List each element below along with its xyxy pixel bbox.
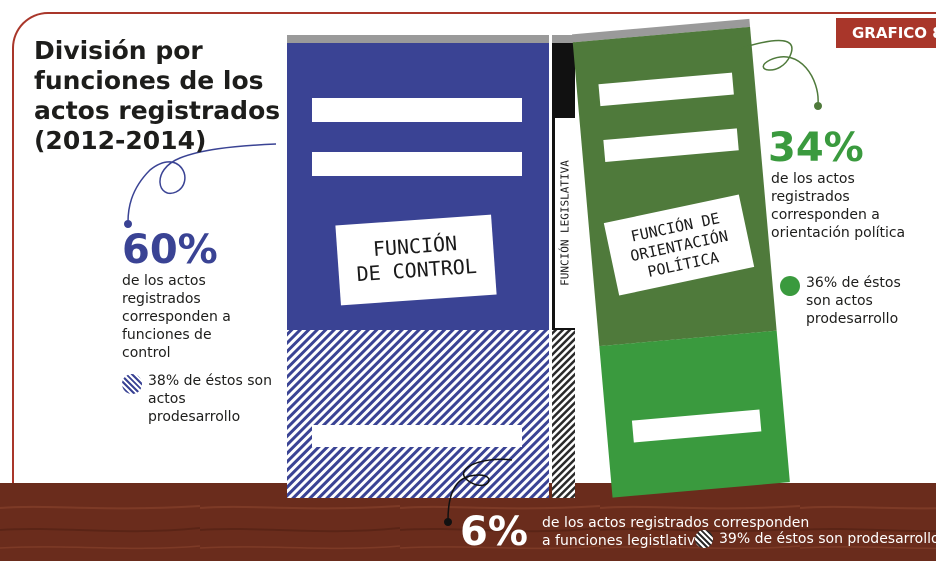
- connector-control: [127, 143, 277, 223]
- legislative-legend-text: 39% de éstos son prodesarrollo: [719, 531, 936, 547]
- green-dot-swatch-icon: [780, 276, 800, 296]
- book-orientation-green: [599, 330, 790, 498]
- connector-legislative: [447, 458, 513, 521]
- connector-dot: [124, 220, 132, 228]
- book-orientation-top: [572, 18, 751, 43]
- book-orientation-stripe: [631, 409, 762, 443]
- connector-orientation: [729, 39, 819, 105]
- connector-dot: [444, 518, 452, 526]
- book-legislative-label: FUNCIÓN LEGISLATIVA: [555, 118, 575, 328]
- book-control-stripe: [312, 425, 522, 447]
- hatch-dark-swatch-icon: [695, 530, 713, 548]
- page-title: División por funciones de los actos regi…: [34, 36, 281, 155]
- legislative-percent: 6%: [460, 509, 528, 555]
- book-control-stripe: [312, 98, 522, 122]
- orientation-legend: 36% de éstos son actos prodesarrollo: [780, 274, 910, 328]
- chart-tag: GRAFICO 8: [836, 18, 936, 48]
- book-control-top: [287, 35, 549, 43]
- connector-dot: [814, 102, 822, 110]
- orientation-legend-text: 36% de éstos son actos prodesarrollo: [806, 275, 901, 327]
- legislative-description-line2: a funciones legistlativa: [542, 533, 704, 549]
- legislative-legend: 39% de éstos son prodesarrollo: [695, 530, 936, 548]
- book-orientation-olive: [572, 26, 777, 347]
- frame-border: [12, 12, 936, 561]
- book-orientation-stripe: [598, 72, 734, 107]
- hatch-blue-swatch-icon: [122, 374, 142, 394]
- book-orientation-stripe: [603, 128, 739, 162]
- legislative-description-line1: de los actos registrados corresponden: [542, 515, 810, 531]
- book-legislative-top: [552, 35, 575, 43]
- control-description: de los actos registrados corresponden a …: [122, 273, 231, 361]
- book-control: [287, 35, 549, 498]
- book-control-stripe: [312, 152, 522, 176]
- control-legend: 38% de éstos son actos prodesarrollo: [122, 372, 272, 426]
- control-legend-text: 38% de éstos son actos prodesarrollo: [148, 373, 272, 425]
- book-legislative-hatched: [552, 330, 575, 498]
- book-control-hatched: [287, 330, 549, 498]
- orientation-description: de los actos registrados corresponden a …: [771, 171, 906, 241]
- control-percent: 60%: [122, 227, 218, 273]
- orientation-percent: 34%: [768, 125, 864, 171]
- book-legislative-label-text: FUNCIÓN LEGISLATIVA: [558, 160, 572, 286]
- book-control-label: FUNCIÓN DE CONTROL: [335, 214, 497, 306]
